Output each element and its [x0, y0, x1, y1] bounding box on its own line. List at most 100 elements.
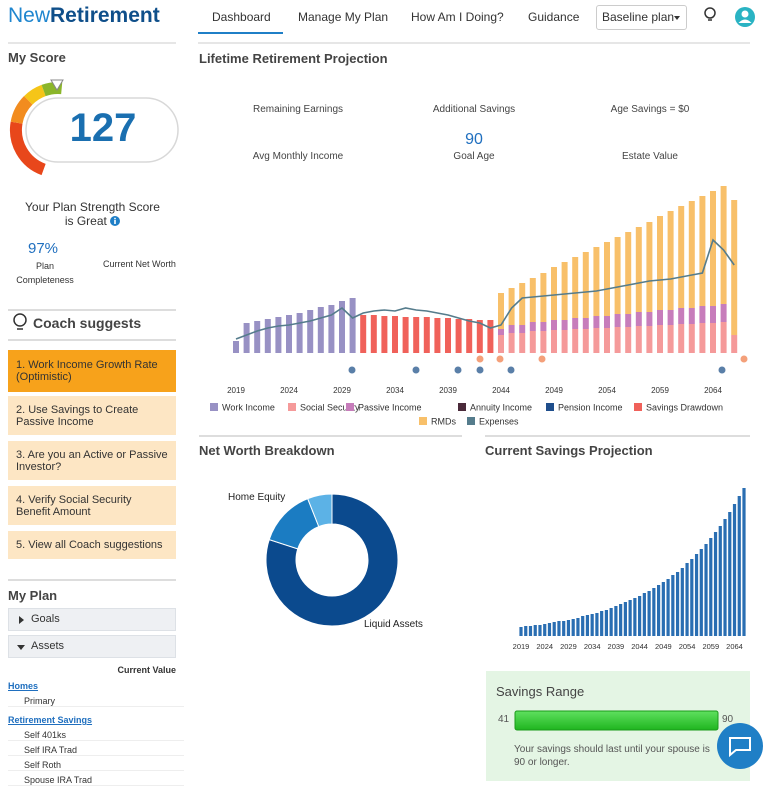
bar-segment: [646, 326, 653, 353]
bar: [694, 554, 699, 636]
range-max: 90: [722, 714, 734, 725]
caret[interactable]: [674, 16, 680, 20]
info-icon[interactable]: [110, 216, 121, 226]
bar-segment: [657, 216, 663, 310]
legend-swatch: [419, 417, 427, 425]
gauge-marker: [50, 79, 64, 91]
bar-segment: [455, 319, 462, 353]
bar-segment: [731, 200, 738, 335]
section-title: My Score: [8, 50, 66, 65]
coach-icon: [13, 313, 27, 327]
legend-label: Savings Drawdown: [646, 403, 723, 413]
bar: [609, 608, 613, 636]
group-link[interactable]: Retirement Savings: [8, 715, 93, 725]
bar: [581, 616, 585, 636]
chat-icon[interactable]: [729, 737, 751, 758]
bar-segment: [275, 317, 282, 353]
bar-segment: [381, 316, 388, 353]
completeness-value: 97%: [28, 240, 59, 257]
logo-light[interactable]: New: [8, 4, 51, 27]
plan-select-label[interactable]: Baseline plan: [602, 10, 675, 24]
info-mark: [114, 217, 116, 220]
slice-label: Home Equity: [228, 492, 285, 503]
asset-item[interactable]: Self Roth: [8, 760, 184, 771]
bar: [680, 568, 684, 636]
bar-segment: [551, 330, 557, 353]
bar-segment: [476, 320, 483, 353]
bar-segment: [646, 312, 653, 326]
asset-item[interactable]: Primary: [8, 696, 184, 707]
coach-item[interactable]: 5. View all Coach suggestions: [8, 531, 176, 559]
nav-tab[interactable]: Dashboard: [212, 10, 271, 24]
chat-button[interactable]: [717, 723, 763, 769]
strength-text: Your Plan Strength Score is Great: [20, 200, 165, 228]
bar-segment: [572, 318, 579, 329]
plan-select[interactable]: Baseline plan: [596, 5, 687, 30]
plan-section[interactable]: Goals: [8, 608, 176, 631]
bar-segment: [678, 206, 685, 308]
event-dot: [507, 366, 515, 374]
bar-segment: [296, 313, 303, 353]
bulb[interactable]: [704, 7, 716, 19]
plan-section[interactable]: Assets: [8, 635, 176, 658]
donut-slice: [307, 493, 333, 528]
savings-range-title: Savings Range: [496, 684, 585, 699]
coach-item[interactable]: 3. Are you an Active or Passive Investor…: [8, 441, 176, 480]
bar-segment: [720, 186, 727, 304]
asset-item[interactable]: Self 401ks: [8, 730, 184, 741]
group-link[interactable]: Homes: [8, 681, 39, 691]
stat-label: Estate Value: [622, 151, 678, 162]
plan-section-label[interactable]: Assets: [31, 640, 65, 652]
coach-item[interactable]: 2. Use Savings to Create Passive Income: [8, 396, 176, 435]
logo-bold[interactable]: Retirement: [50, 4, 160, 27]
bar: [685, 563, 689, 636]
x-tick-label: 2039: [439, 386, 457, 395]
expand-arrow[interactable]: [19, 616, 24, 624]
x-tick-label: 2044: [631, 642, 648, 651]
bar: [533, 625, 537, 636]
bar: [713, 532, 718, 636]
bar: [595, 613, 599, 636]
donut-slice: [265, 493, 399, 627]
bar-segment: [710, 323, 716, 353]
bar: [585, 615, 590, 636]
plan-section-label[interactable]: Goals: [31, 613, 60, 625]
x-tick-label: 2049: [545, 386, 563, 395]
bar: [656, 585, 661, 636]
bar-segment: [498, 329, 504, 335]
event-dot: [538, 355, 546, 363]
bar-segment: [540, 331, 547, 353]
event-dot: [348, 366, 356, 374]
bar-segment: [688, 324, 695, 353]
bar-segment: [604, 242, 610, 316]
bulb-icon[interactable]: [704, 7, 716, 21]
bar: [732, 504, 737, 636]
bar-segment: [625, 314, 632, 327]
savings-range-bar: [514, 710, 719, 731]
logo[interactable]: NewRetirement: [8, 4, 160, 28]
bar-segment: [519, 283, 526, 325]
bar-segment: [508, 325, 515, 333]
collapse-arrow[interactable]: [17, 645, 25, 650]
nav-tab[interactable]: Guidance: [528, 10, 580, 24]
bar-segment: [402, 317, 409, 353]
x-tick-label: 2064: [726, 642, 743, 651]
bar-segment: [540, 322, 547, 331]
bar-segment: [699, 306, 706, 323]
savings-range-message: Your savings should last until your spou…: [514, 744, 710, 768]
coach-item[interactable]: 4. Verify Social Security Benefit Amount: [8, 486, 176, 525]
nav-tab[interactable]: Manage My Plan: [298, 10, 389, 24]
bar-segment: [678, 324, 685, 353]
bar: [619, 604, 623, 636]
x-tick-label: 2024: [280, 386, 298, 395]
nav-tab[interactable]: How Am I Doing?: [411, 10, 504, 24]
bar-segment: [508, 333, 515, 353]
bar-segment: [498, 335, 504, 353]
asset-item[interactable]: Self IRA Trad: [8, 745, 184, 756]
legend-label: Passive Income: [358, 403, 422, 413]
bar-segment: [635, 227, 642, 312]
score-gauge: [10, 82, 63, 176]
coach-item[interactable]: 1. Work Income Growth Rate (Optimistic): [8, 350, 176, 392]
bar-segment: [498, 293, 504, 329]
